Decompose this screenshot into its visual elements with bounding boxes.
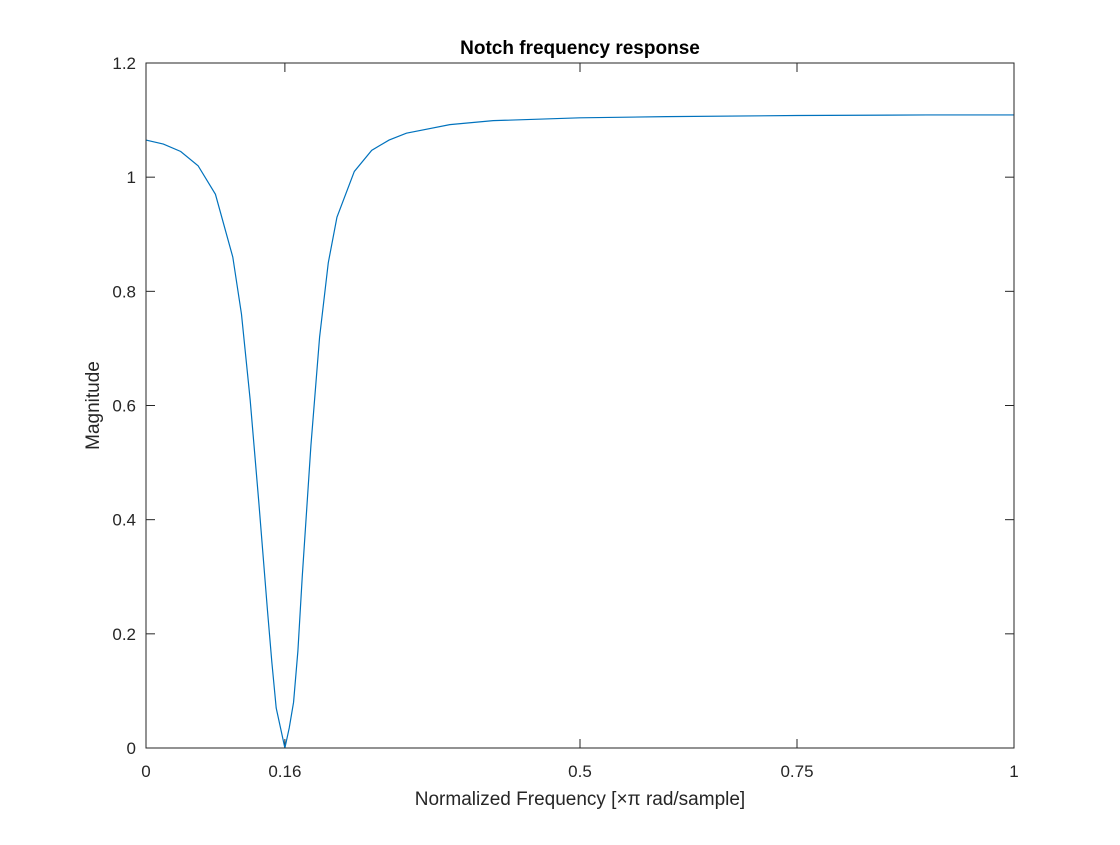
x-tick-label: 1 <box>1009 762 1018 781</box>
x-axis-label: Normalized Frequency [×π rad/sample] <box>415 789 745 810</box>
x-tick-label: 0.5 <box>568 762 592 781</box>
y-tick-label: 0.4 <box>112 511 136 530</box>
x-tick-label: 0 <box>141 762 150 781</box>
y-tick-label: 1 <box>127 168 136 187</box>
y-tick-label: 0 <box>127 739 136 758</box>
y-tick-label: 0.8 <box>112 282 136 301</box>
y-axis-label: Magnitude <box>83 361 104 450</box>
notch-response-line <box>145 114 1014 749</box>
tick-labels: 0 0.16 0.5 0.75 1 0 0.2 0.4 0.6 0.8 1 1.2 <box>112 54 1018 781</box>
axes-box <box>145 62 1015 749</box>
x-tick-label: 0.75 <box>780 762 813 781</box>
y-tick-label: 1.2 <box>112 54 136 73</box>
y-tick-label: 0.6 <box>112 397 136 416</box>
x-tick-label: 0.16 <box>268 762 301 781</box>
chart-title: Notch frequency response <box>460 38 700 59</box>
plot-area <box>146 63 1014 748</box>
y-tick-label: 0.2 <box>112 625 136 644</box>
